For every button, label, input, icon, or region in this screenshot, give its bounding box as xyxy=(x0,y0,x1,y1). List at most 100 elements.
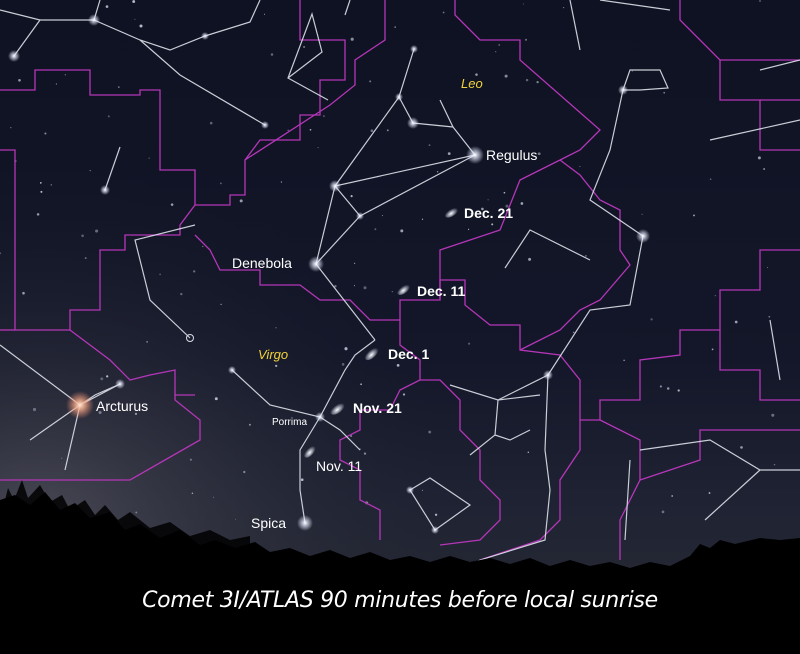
comet-date-label: Nov. 21 xyxy=(353,400,402,416)
faint-star xyxy=(360,383,362,386)
faint-star xyxy=(768,315,771,318)
faint-star xyxy=(468,228,470,230)
faint-star xyxy=(146,341,148,343)
faint-star xyxy=(763,168,766,170)
star xyxy=(356,212,364,220)
faint-star xyxy=(386,129,389,132)
star xyxy=(407,117,419,129)
faint-star xyxy=(135,511,138,514)
star xyxy=(261,121,269,129)
star xyxy=(329,180,341,192)
comet-date-label: Nov. 11 xyxy=(316,458,362,474)
faint-star xyxy=(436,171,439,173)
star xyxy=(201,32,209,40)
faint-star xyxy=(84,257,87,260)
faint-star xyxy=(370,129,374,133)
star xyxy=(543,370,553,380)
faint-star xyxy=(32,407,37,412)
star-denebola xyxy=(308,256,324,272)
faint-star xyxy=(363,286,367,290)
faint-star xyxy=(40,190,43,193)
faint-star xyxy=(767,266,769,269)
faint-star xyxy=(714,295,716,297)
faint-star xyxy=(341,363,345,366)
faint-star xyxy=(55,83,58,85)
faint-star xyxy=(391,290,393,293)
faint-star xyxy=(353,285,356,287)
faint-star xyxy=(663,91,666,94)
faint-star xyxy=(159,273,161,276)
comet-marker xyxy=(330,401,346,415)
faint-star xyxy=(522,3,525,5)
faint-star xyxy=(498,43,501,46)
star xyxy=(8,50,20,62)
faint-star xyxy=(239,199,243,203)
faint-star xyxy=(421,218,424,220)
faint-star xyxy=(50,184,53,186)
faint-star xyxy=(280,181,282,183)
faint-star xyxy=(132,0,136,3)
constellation-label-leo: Leo xyxy=(461,76,483,91)
faint-star xyxy=(180,292,183,296)
star xyxy=(88,14,100,26)
faint-star xyxy=(396,364,400,367)
faint-star xyxy=(139,24,143,28)
faint-star xyxy=(505,204,509,208)
star-spica xyxy=(297,515,313,531)
faint-star xyxy=(275,364,278,368)
faint-star xyxy=(89,169,91,172)
star-arcturus xyxy=(66,391,94,419)
faint-star xyxy=(520,202,524,205)
faint-star xyxy=(381,215,383,217)
faint-stars xyxy=(0,0,776,520)
faint-star xyxy=(220,303,222,306)
faint-star xyxy=(759,0,761,2)
faint-star xyxy=(44,132,47,135)
faint-star xyxy=(10,126,12,129)
star-label-spica: Spica xyxy=(251,515,286,531)
star xyxy=(406,486,414,494)
faint-star xyxy=(263,13,266,15)
faint-star xyxy=(528,257,532,261)
faint-star xyxy=(134,18,136,20)
faint-star xyxy=(148,157,150,159)
faint-star xyxy=(303,45,306,49)
faint-star xyxy=(317,147,319,149)
faint-star xyxy=(708,492,711,494)
faint-star xyxy=(481,207,484,211)
faint-star xyxy=(354,262,356,264)
star xyxy=(115,379,125,389)
faint-star xyxy=(631,70,634,72)
galaxy-marker xyxy=(186,334,194,342)
faint-star xyxy=(95,229,99,233)
faint-star xyxy=(0,252,2,255)
faint-star xyxy=(623,359,625,362)
faint-star xyxy=(220,182,222,185)
faint-star xyxy=(740,446,743,449)
star xyxy=(410,45,418,53)
faint-star xyxy=(491,223,494,226)
caption: Comet 3I/ATLAS 90 minutes before local s… xyxy=(142,588,658,613)
faint-star xyxy=(402,393,406,396)
faint-star xyxy=(504,74,508,78)
star xyxy=(395,93,403,101)
star-label-regulus: Regulus xyxy=(486,147,537,163)
faint-star xyxy=(36,213,40,216)
faint-star xyxy=(394,26,397,28)
star-regulus xyxy=(466,146,484,164)
faint-star xyxy=(350,435,353,437)
faint-star xyxy=(64,74,67,76)
faint-star xyxy=(261,264,263,266)
constellation-boundaries xyxy=(0,0,800,561)
faint-star xyxy=(334,284,337,288)
faint-star xyxy=(81,234,84,238)
tree-line xyxy=(0,480,250,654)
comet-marker xyxy=(364,345,380,361)
faint-star xyxy=(470,212,473,215)
faint-star xyxy=(212,496,214,498)
faint-star xyxy=(189,458,192,461)
faint-star xyxy=(344,347,348,351)
faint-star xyxy=(475,73,478,76)
faint-star xyxy=(434,513,438,516)
